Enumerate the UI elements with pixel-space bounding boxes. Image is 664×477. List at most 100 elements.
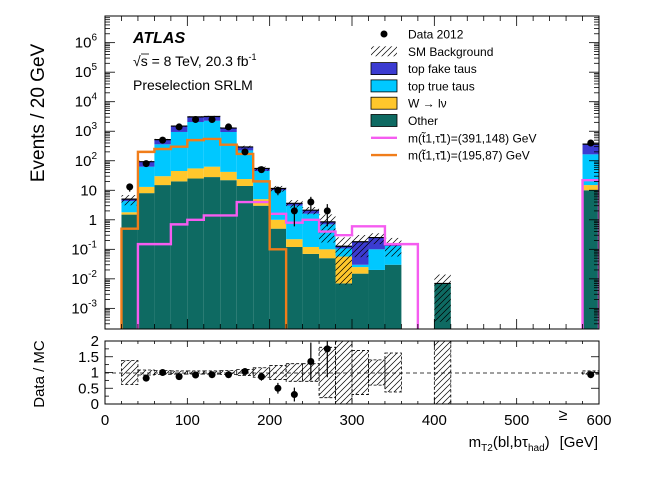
data-point-13 <box>587 139 595 147</box>
bar-other-9 <box>269 228 287 329</box>
y-tick-exp: -1 <box>88 239 97 250</box>
data-point-3 <box>175 123 183 131</box>
bar-other-15 <box>368 269 385 329</box>
x-label-arg: (bl,bτ <box>493 434 528 451</box>
bar-other-0 <box>121 214 138 329</box>
y-tick-exp: 2 <box>91 151 97 162</box>
bar-w-l--11 <box>302 246 320 254</box>
bar-w-l--14 <box>352 267 369 274</box>
y-tick-label: 104 <box>75 92 98 111</box>
bar-top-true-taus-2 <box>154 144 171 177</box>
bar-top-true-taus-6 <box>220 131 237 172</box>
ratio-point-11 <box>323 345 331 353</box>
ratio-point-6 <box>241 368 249 376</box>
x-label-main: m <box>469 434 482 451</box>
ratio-point-9 <box>290 391 298 399</box>
bar-top-true-taus-5 <box>203 120 221 167</box>
y-tick-base: 10 <box>71 271 88 288</box>
legend-swatch <box>370 114 398 127</box>
y-tick-label: 102 <box>75 151 98 170</box>
atlas-label: ATLAS <box>132 30 185 47</box>
ratio-point-3 <box>192 371 200 379</box>
y-tick-exp: 6 <box>91 33 97 44</box>
ratio-y-tick-label: 1.5 <box>78 349 99 366</box>
legend-item: m(t̃1,τ̃1)=(391,148) GeV <box>371 131 536 145</box>
y-tick-label: 10 <box>80 182 97 199</box>
bar-top-true-taus-7 <box>236 150 254 180</box>
uncertainty-band-14 <box>352 234 369 258</box>
bar-other-16 <box>384 264 402 329</box>
sqrt-symbol: √ <box>133 53 141 69</box>
bar-other-3 <box>170 181 188 329</box>
x-tick-label: 300 <box>339 412 364 429</box>
legend: Data 2012 SM Background top fake taus top t… <box>370 28 536 163</box>
uncertainty-band-12 <box>319 214 336 243</box>
bar-top-true-taus-8 <box>253 170 270 200</box>
y-tick-base: 10 <box>80 182 97 199</box>
uncertainty-band-7 <box>236 145 254 149</box>
x-tick-label: 0 <box>101 412 109 429</box>
y-tick-label: 10-3 <box>71 298 97 317</box>
y-axis-label: Events / 20 GeV <box>28 43 49 182</box>
legend-label: top true taus <box>408 79 475 93</box>
bar-top-true-taus-1 <box>137 166 155 187</box>
uncertainty-band-10 <box>286 200 303 208</box>
bar-w-l--9 <box>269 219 287 229</box>
legend-item: m(t̃1,τ̃1)=(195,87) GeV <box>371 148 530 163</box>
legend-label: Data 2012 <box>408 28 464 42</box>
legend-label: top fake taus <box>408 62 477 76</box>
data-point-7 <box>241 148 249 156</box>
bar-top-fake-taus-21 <box>582 144 599 155</box>
bar-w-l--1 <box>137 186 155 194</box>
y-tick-exp: -3 <box>88 298 97 309</box>
bar-other-4 <box>187 178 204 329</box>
ratio-y-axis-label: Data / MC <box>31 340 48 408</box>
uncertainty-band-0 <box>121 195 138 206</box>
ratio-point-8 <box>274 384 282 392</box>
legend-label: SM Background <box>408 45 493 59</box>
bar-top-true-taus-4 <box>187 121 204 169</box>
bar-other-7 <box>236 185 254 329</box>
data-point-8 <box>257 166 265 174</box>
bar-w-l--6 <box>220 171 237 181</box>
bar-w-l--12 <box>319 249 336 259</box>
ratio-uncertainty-band-15 <box>368 359 386 386</box>
x-tick-label: 600 <box>586 412 611 429</box>
bar-other-1 <box>137 193 155 329</box>
ratio-uncertainty-band-9 <box>269 365 287 380</box>
signal-line-0 <box>136 178 599 329</box>
uncertainty-band-16 <box>384 237 402 257</box>
data-point-11 <box>307 198 315 206</box>
bar-w-l--4 <box>187 168 204 179</box>
ratio-point-1 <box>159 369 167 376</box>
legend-swatch <box>370 96 398 110</box>
ratio-y-tick-label: 0.5 <box>78 380 99 397</box>
overflow-symbol: ≥ <box>559 407 568 424</box>
ratio-point-2 <box>175 373 183 381</box>
ratio-uncertainty-band-13 <box>335 341 353 404</box>
ratio-y-tick-label: 1 <box>91 365 99 382</box>
x-label-close: ) <box>545 434 550 451</box>
y-tick-label: 106 <box>75 33 98 52</box>
x-tick-label: 500 <box>504 412 529 429</box>
ratio-point-0 <box>142 374 150 382</box>
data-point-1 <box>142 160 150 168</box>
ratio-uncertainty-band-1 <box>137 369 155 376</box>
bar-w-l--0 <box>121 212 138 215</box>
y-tick-exp: 4 <box>91 92 97 103</box>
ratio-point-7 <box>257 373 265 381</box>
legend-hatch <box>371 46 397 57</box>
uncertainty-band-13 <box>335 237 352 285</box>
ratio-point-10 <box>307 357 315 365</box>
y-tick-label: 10-2 <box>71 269 97 288</box>
y-tick-base: 10 <box>71 241 88 258</box>
bar-other-6 <box>220 180 237 329</box>
y-tick-label: 1 <box>89 212 97 229</box>
y-tick-label: 105 <box>75 62 98 81</box>
data-point-2 <box>159 136 167 144</box>
uncertainty-band-15 <box>368 233 385 245</box>
y-tick-exp: -2 <box>88 269 97 280</box>
data-point-6 <box>225 123 232 131</box>
legend-item: SM Background <box>371 45 493 59</box>
x-tick-label: 200 <box>257 412 282 429</box>
